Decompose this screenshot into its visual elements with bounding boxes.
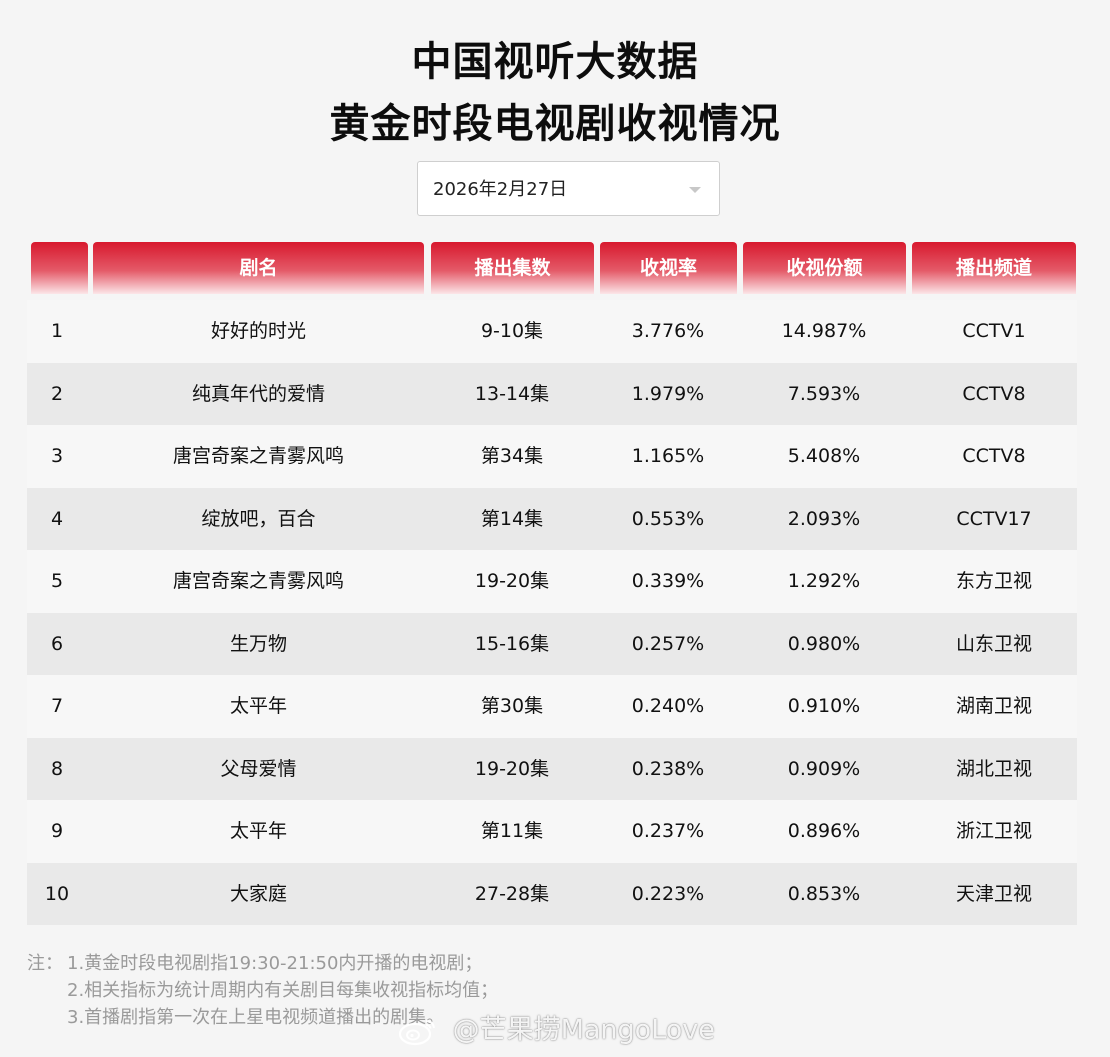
table-row: 3 唐宫奇案之青雾风鸣 第34集 1.165% 5.408% CCTV8 — [27, 425, 1077, 488]
footnote-prefix: 注： — [27, 953, 63, 974]
cell-share: 0.853% — [787, 882, 861, 905]
table-row: 1 好好的时光 9-10集 3.776% 14.987% CCTV1 — [27, 300, 1077, 363]
date-select-value: 2026年2月27日 — [433, 179, 568, 200]
cell-rating: 0.237% — [631, 820, 705, 842]
table-row: 2 纯真年代的爱情 13-14集 1.979% 7.593% CCTV8 — [27, 362, 1077, 425]
cell-episodes: 19-20集 — [474, 757, 550, 780]
footnote-text: 2.相关指标为统计周期内有关剧目每集收视指标均值； — [67, 980, 499, 1001]
cell-channel: CCTV1 — [962, 320, 1026, 342]
table-row: 6 生万物 15-16集 0.257% 0.980% 山东卫视 — [27, 612, 1077, 675]
cell-episodes: 9-10集 — [480, 320, 544, 342]
cell-name: 父母爱情 — [220, 757, 297, 780]
cell-name: 绽放吧，百合 — [201, 507, 316, 530]
cell-rating: 1.165% — [631, 445, 705, 467]
column-header-rating[interactable]: 收视率 — [600, 242, 737, 294]
cell-name: 生万物 — [229, 632, 287, 655]
table-row: 5 唐宫奇案之青雾风鸣 19-20集 0.339% 1.292% 东方卫视 — [27, 550, 1077, 613]
cell-channel: CCTV17 — [956, 507, 1032, 530]
cell-episodes: 13-14集 — [474, 382, 550, 405]
cell-name: 大家庭 — [229, 882, 287, 905]
cell-channel: CCTV8 — [962, 382, 1026, 405]
cell-rank: 10 — [44, 882, 70, 905]
cell-rank: 5 — [50, 570, 64, 592]
cell-rating: 0.339% — [631, 570, 705, 592]
cell-episodes: 第30集 — [480, 695, 544, 717]
cell-rating: 0.257% — [631, 632, 705, 655]
column-header-share[interactable]: 收视份额 — [743, 242, 906, 294]
cell-share: 0.910% — [787, 695, 861, 717]
cell-rank: 8 — [50, 757, 64, 780]
cell-name: 好好的时光 — [210, 320, 306, 342]
table-row: 10 大家庭 27-28集 0.223% 0.853% 天津卫视 — [27, 862, 1077, 925]
table-row: 4 绽放吧，百合 第14集 0.553% 2.093% CCTV17 — [27, 487, 1077, 550]
cell-share: 0.896% — [787, 820, 861, 842]
date-select[interactable]: 2026年2月27日 — [417, 161, 720, 216]
table-header: 剧名 播出集数 收视率 收视份额 播出频道 — [27, 242, 1077, 294]
cell-name: 唐宫奇案之青雾风鸣 — [172, 570, 344, 592]
column-header-name[interactable]: 剧名 — [93, 242, 424, 294]
cell-share: 0.980% — [787, 632, 861, 655]
cell-share: 5.408% — [787, 445, 861, 467]
cell-episodes: 第34集 — [480, 445, 544, 467]
cell-rating: 3.776% — [631, 320, 705, 342]
cell-rank: 3 — [50, 445, 64, 467]
cell-name: 太平年 — [229, 820, 287, 842]
cell-rating: 0.553% — [631, 507, 705, 530]
cell-name: 唐宫奇案之青雾风鸣 — [172, 445, 344, 467]
footnote-text: 3.首播剧指第一次在上星电视频道播出的剧集。 — [67, 1007, 445, 1028]
cell-rank: 7 — [50, 695, 64, 717]
cell-episodes: 第14集 — [480, 507, 544, 530]
cell-name: 纯真年代的爱情 — [191, 382, 325, 405]
cell-rank: 2 — [50, 382, 64, 405]
cell-name: 太平年 — [229, 695, 287, 717]
table-row: 9 太平年 第11集 0.237% 0.896% 浙江卫视 — [27, 800, 1077, 863]
cell-rating: 0.238% — [631, 757, 705, 780]
table-body: 1 好好的时光 9-10集 3.776% 14.987% CCTV1 2 纯真年… — [27, 300, 1077, 925]
cell-share: 0.909% — [787, 757, 861, 780]
cell-share: 14.987% — [781, 320, 867, 342]
cell-channel: 天津卫视 — [955, 882, 1032, 905]
footnote-text: 1.黄金时段电视剧指19:30-21:50内开播的电视剧； — [67, 953, 483, 974]
cell-episodes: 第11集 — [480, 820, 544, 842]
ratings-table: 剧名 播出集数 收视率 收视份额 播出频道 1 好好的时光 9-10集 3.77… — [27, 242, 1077, 925]
cell-channel: 湖南卫视 — [955, 695, 1032, 717]
page-title: 中国视听大数据 — [411, 39, 699, 85]
cell-rank: 9 — [50, 820, 64, 842]
column-header-channel[interactable]: 播出频道 — [912, 242, 1076, 294]
cell-rating: 1.979% — [631, 382, 705, 405]
table-row: 8 父母爱情 19-20集 0.238% 0.909% 湖北卫视 — [27, 737, 1077, 800]
cell-share: 2.093% — [787, 507, 861, 530]
cell-episodes: 15-16集 — [474, 632, 550, 655]
cell-channel: 浙江卫视 — [955, 820, 1032, 842]
cell-channel: 东方卫视 — [955, 570, 1032, 592]
cell-share: 7.593% — [787, 382, 861, 405]
cell-rank: 6 — [50, 632, 64, 655]
cell-channel: CCTV8 — [962, 445, 1026, 467]
cell-episodes: 19-20集 — [474, 570, 550, 592]
table-row: 7 太平年 第30集 0.240% 0.910% 湖南卫视 — [27, 675, 1077, 738]
cell-rank: 4 — [50, 507, 64, 530]
watermark: @芒果捞MangoLove — [398, 1010, 715, 1050]
chevron-down-icon — [689, 187, 701, 193]
weibo-logo-icon — [398, 1019, 435, 1045]
cell-rank: 1 — [50, 320, 64, 342]
watermark-text: @芒果捞MangoLove — [452, 1014, 715, 1046]
cell-rating: 0.223% — [631, 882, 705, 905]
page-subtitle: 黄金时段电视剧收视情况 — [329, 101, 781, 147]
cell-rating: 0.240% — [631, 695, 705, 717]
column-header-rank[interactable] — [31, 242, 88, 294]
cell-episodes: 27-28集 — [474, 882, 550, 905]
cell-share: 1.292% — [787, 570, 861, 592]
cell-channel: 湖北卫视 — [955, 757, 1032, 780]
column-header-episodes[interactable]: 播出集数 — [431, 242, 594, 294]
cell-channel: 山东卫视 — [955, 632, 1032, 655]
